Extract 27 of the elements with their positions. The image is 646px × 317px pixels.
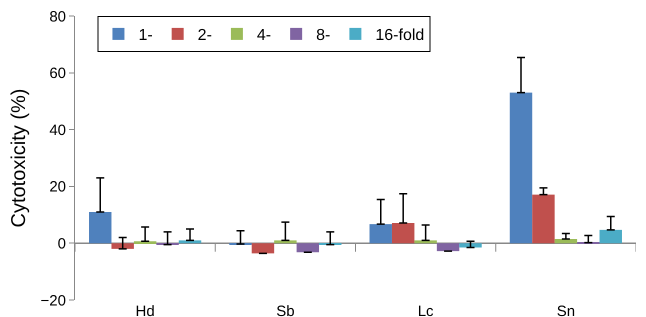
bar [252, 243, 274, 254]
x-tick-label: Sn [556, 303, 576, 317]
y-tick-label: 40 [49, 122, 66, 139]
y-tick-label: 60 [49, 65, 66, 82]
legend-label: 1- [138, 27, 153, 44]
legend-label: 8- [316, 27, 330, 44]
y-tick-label: 0 [58, 235, 66, 252]
x-tick-label: Lc [418, 303, 434, 317]
y-tick-label: 80 [49, 8, 66, 26]
bar [111, 243, 134, 249]
bar [436, 243, 460, 252]
bar [89, 212, 112, 244]
bar [532, 194, 555, 244]
bar [554, 238, 578, 244]
bar [392, 223, 414, 244]
bar [296, 243, 320, 252]
legend-label: 4- [256, 27, 272, 44]
legend-label: 2- [198, 27, 212, 44]
legend-label: 16-fold [375, 27, 424, 44]
bar [600, 230, 622, 244]
x-tick-label: Sb [276, 303, 295, 317]
y-axis-title: Cytotoxicity (%) [8, 88, 30, 228]
bar [370, 224, 392, 244]
bar [510, 92, 532, 244]
y-tick-label: −20 [40, 292, 66, 310]
y-tick-label: 20 [49, 178, 66, 196]
x-tick-label: Hd [136, 303, 155, 317]
